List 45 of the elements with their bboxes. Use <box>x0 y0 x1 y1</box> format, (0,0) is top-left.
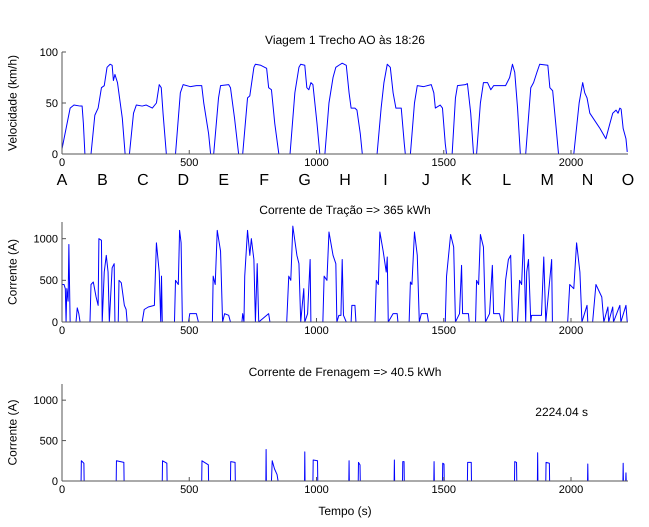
y-axis-title: Corrente (A) <box>5 399 20 466</box>
text: E <box>217 172 230 190</box>
chart-title: Corrente de Tração => 365 kWh <box>258 203 432 217</box>
y-tick-label: 0 <box>52 476 58 488</box>
text: K <box>460 172 473 190</box>
text: N <box>580 172 594 190</box>
x-tick-label: 2000 <box>558 156 584 169</box>
x-tick-label: 1500 <box>432 156 456 169</box>
x-tick-label: 2000 <box>558 484 584 496</box>
y-tick-label: 500 <box>40 435 58 448</box>
y-axis-title: Corrente (A) <box>5 238 20 306</box>
line-series <box>62 226 628 322</box>
x-tick-label: 500 <box>180 484 198 496</box>
text: M <box>539 172 555 190</box>
y-tick-label: 0 <box>52 316 58 329</box>
text: B <box>96 172 109 190</box>
text: J <box>420 172 431 190</box>
y-tick-label: 100 <box>40 46 58 59</box>
x-axis-title: Tempo (s) <box>318 504 372 518</box>
y-tick-label: 0 <box>52 148 58 161</box>
x-tick-label: 500 <box>180 156 198 169</box>
y-tick-label: 500 <box>40 275 58 288</box>
text: H <box>338 172 352 190</box>
x-tick-label: 2000 <box>558 324 584 337</box>
text: D <box>176 172 190 190</box>
annotation: 2224.04 s <box>535 405 588 420</box>
chart-title: Viagem 1 Trecho AO às 18:26 <box>264 33 426 47</box>
x-tick-label: 1500 <box>432 324 456 337</box>
text: A <box>56 172 68 190</box>
x-tick-label: 1500 <box>432 484 456 496</box>
x-tick-label: 1000 <box>304 484 329 496</box>
x-tick-label: 500 <box>180 324 198 337</box>
text: L <box>501 172 512 190</box>
text: C <box>136 172 150 190</box>
text: I <box>382 172 389 190</box>
text: G <box>297 172 312 190</box>
y-tick-label: 1000 <box>34 234 58 246</box>
x-tick-label: 1000 <box>304 324 329 337</box>
y-axis-title: Velocidade (km/h) <box>5 54 20 152</box>
y-tick-label: 50 <box>46 98 58 110</box>
text: F <box>258 172 270 190</box>
x-tick-label: 1000 <box>304 156 329 169</box>
text: O <box>620 172 636 190</box>
y-tick-label: 1000 <box>34 395 58 408</box>
chart-title: Corrente de Frenagem => 40.5 kWh <box>248 365 442 379</box>
